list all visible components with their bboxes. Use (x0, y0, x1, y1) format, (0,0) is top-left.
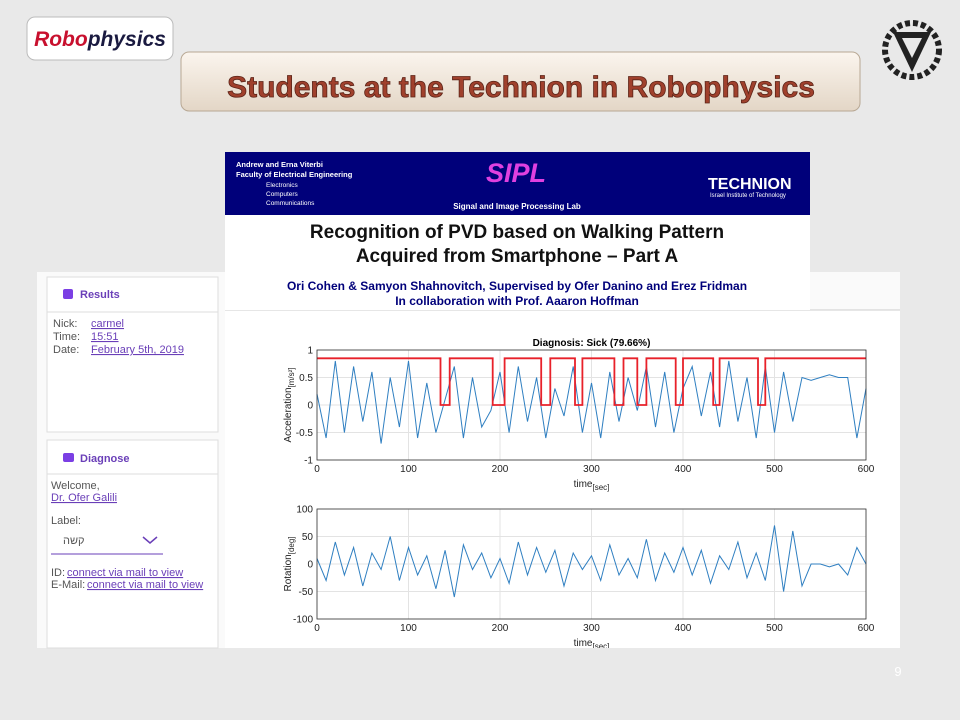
x-axis-label: time[sec] (574, 479, 610, 492)
x-tick-label: 500 (766, 464, 783, 475)
slide-title: Students at the Technion in Robophysics (227, 71, 815, 104)
id-label: ID: (51, 567, 65, 579)
doctor: Dr. Ofer Galili (51, 492, 117, 504)
y-tick-label: -0.5 (296, 428, 314, 439)
x-tick-label: 0 (314, 623, 320, 634)
row-value: February 5th, 2019 (91, 344, 184, 356)
logo-box (26, 16, 174, 61)
technion-emblem (882, 20, 942, 80)
y-axis-name: Acceleration (283, 387, 294, 442)
poster-header (225, 152, 810, 215)
y-axis-unit: [m/s²] (287, 367, 296, 387)
y-axis-name: Rotation (283, 554, 294, 591)
x-axis-name: time (574, 479, 593, 490)
label-value[interactable]: קשה (63, 535, 85, 547)
x-tick-label: 100 (400, 464, 417, 475)
welcome: Welcome, (51, 480, 100, 492)
y-axis-label: Acceleration[m/s²] (283, 367, 296, 442)
series-line (316, 525, 867, 598)
y-tick-label: 100 (296, 505, 313, 516)
chart-title: Diagnosis: Sick (79.66%) (533, 338, 651, 349)
collab: In collaboration with Prof. Aaaron Hoffm… (395, 294, 639, 308)
logo-dark: physics (87, 28, 166, 51)
results-icon (63, 289, 73, 299)
x-tick-label: 600 (858, 464, 875, 475)
x-tick-label: 400 (675, 464, 692, 475)
row-label: Nick: (53, 318, 77, 330)
results-rows: Nick: carmel Time: 15:51 Date: February 5th, … (53, 318, 184, 356)
x-tick-label: 200 (492, 623, 509, 634)
row-value: 15:51 (91, 331, 119, 343)
y-tick-label: -50 (299, 587, 314, 598)
email-label: E-Mail: (51, 579, 85, 591)
series-line (316, 360, 867, 444)
axes-box (316, 349, 867, 461)
lab-name: Signal and Image Processing Lab (453, 202, 581, 211)
y-tick-label: -1 (304, 456, 313, 467)
series-line (317, 357, 866, 406)
y-tick-label: 0 (307, 401, 313, 412)
diagnose-card (46, 439, 219, 649)
x-tick-label: 300 (583, 464, 600, 475)
y-axis-unit: [deg] (287, 536, 296, 554)
technion: TECHNION (708, 176, 792, 193)
sipl: SIPL (486, 158, 546, 188)
poster-title: Acquired from Smartphone – Part A (356, 246, 679, 267)
x-tick-label: 0 (314, 464, 320, 475)
x-tick-label: 300 (583, 623, 600, 634)
faculty: Andrew and Erna Viterbi (236, 160, 323, 169)
row-label: Date: (53, 344, 79, 356)
y-tick-label: -100 (293, 615, 313, 626)
faculty: Faculty of Electrical Engineering (236, 170, 353, 179)
x-tick-label: 400 (675, 623, 692, 634)
dept: Computers (266, 191, 299, 198)
results-heading: Results (80, 289, 120, 301)
x-tick-label: 500 (766, 623, 783, 634)
y-tick-label: 0 (307, 560, 313, 571)
axes-box (316, 508, 867, 620)
x-tick-label: 200 (492, 464, 509, 475)
y-axis-label: Rotation[deg] (283, 536, 296, 591)
title-box (180, 51, 861, 112)
y-tick-label: 0.5 (299, 373, 313, 384)
poster-title: Recognition of PVD based on Walking Patt… (310, 222, 724, 243)
x-tick-label: 600 (858, 623, 875, 634)
x-axis-name: time (574, 638, 593, 649)
dept: Electronics (266, 182, 299, 189)
label-caption: Label: (51, 515, 81, 527)
page-number: 9 (894, 664, 901, 679)
diagnose-heading: Diagnose (80, 453, 130, 465)
dept: Communications (266, 200, 315, 207)
x-axis-unit: [sec] (593, 483, 610, 492)
row-label: Time: (53, 331, 80, 343)
results-card (46, 276, 219, 433)
authors: Ori Cohen & Samyon Shahnovitch, Supervis… (287, 279, 747, 293)
email-value[interactable]: connect via mail to view (87, 579, 203, 591)
x-axis-unit: [sec] (593, 642, 610, 651)
row-value: carmel (91, 318, 124, 330)
y-tick-label: 50 (302, 532, 314, 543)
logo: Robophysics (34, 28, 166, 51)
x-axis-label: time[sec] (574, 638, 610, 651)
dropdown-arrow[interactable] (142, 536, 158, 544)
chart-panel (225, 310, 900, 648)
charts: -1-0.500.510 100 200 300 400 500 600Diagnosis:… (283, 338, 875, 651)
y-tick-label: 1 (307, 346, 313, 357)
logo-red: Robo (34, 28, 88, 51)
diagnose-icon (63, 453, 74, 462)
id-value[interactable]: connect via mail to view (67, 567, 183, 579)
technion-sub: Israel Institute of Technology (710, 193, 786, 199)
x-tick-label: 100 (400, 623, 417, 634)
